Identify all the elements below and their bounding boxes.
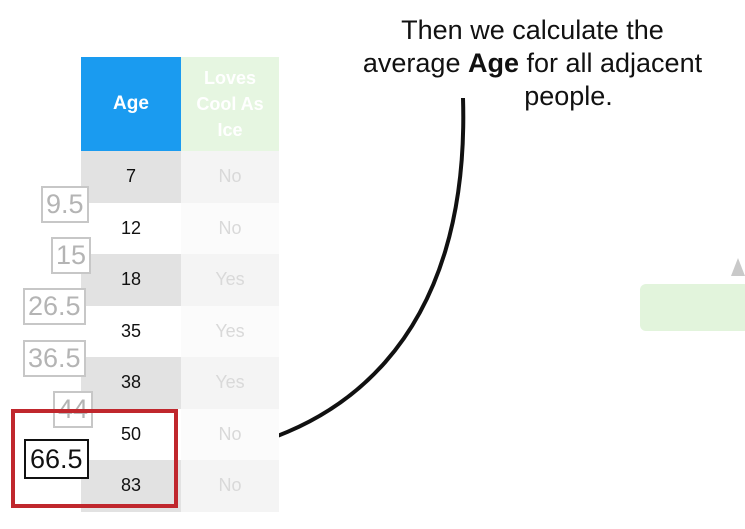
highlighted-average: 66.5 bbox=[24, 439, 89, 479]
header-loves-line-3: Ice bbox=[217, 120, 243, 140]
average-value: 9.5 bbox=[41, 186, 89, 223]
header-loves-line-1: Loves bbox=[203, 68, 257, 88]
age-cell: 18 bbox=[81, 254, 181, 306]
loves-cell: No bbox=[181, 151, 279, 203]
header-loves-line-2: Cool As bbox=[196, 94, 264, 114]
table-row: 18 Yes bbox=[81, 254, 279, 306]
highlight-box bbox=[11, 409, 178, 508]
table-row: 12 No bbox=[81, 202, 279, 254]
caption-line-3: people. bbox=[524, 81, 613, 111]
age-cell: 38 bbox=[81, 357, 181, 409]
caption-bold-age: Age bbox=[467, 48, 519, 78]
average-value: 26.5 bbox=[23, 288, 86, 325]
arrow-tip-partial bbox=[731, 258, 745, 276]
column-header-age: Age bbox=[81, 57, 181, 151]
table-row: 7 No bbox=[81, 151, 279, 203]
caption-line-2-post: for all adjacent bbox=[518, 48, 703, 78]
loves-cell: No bbox=[181, 202, 279, 254]
caption-line-1: Then we calculate the bbox=[401, 15, 664, 45]
column-header-loves-cool-as-ice: Loves Cool As Ice bbox=[181, 57, 279, 151]
average-value: 15 bbox=[51, 237, 92, 274]
age-cell: 12 bbox=[81, 202, 181, 254]
loves-cell: Yes bbox=[181, 357, 279, 409]
table-row: 38 Yes bbox=[81, 357, 279, 409]
loves-cell: No bbox=[181, 408, 279, 460]
loves-cell: No bbox=[181, 460, 279, 512]
average-value: 36.5 bbox=[23, 340, 86, 377]
loves-cell: Yes bbox=[181, 305, 279, 357]
age-cell: 7 bbox=[81, 151, 181, 203]
table-row: 83 No bbox=[81, 460, 279, 512]
table-row: 50 No bbox=[81, 408, 279, 460]
caption-line-2: average Age for all adjacent bbox=[320, 47, 745, 80]
caption-line-2-pre: average bbox=[362, 48, 468, 78]
table-row: 35 Yes bbox=[81, 305, 279, 357]
age-cell: 35 bbox=[81, 305, 181, 357]
caption-text: Then we calculate the average Age for al… bbox=[320, 14, 745, 113]
green-node-partial bbox=[640, 284, 745, 331]
age-cell: 50 bbox=[81, 408, 181, 460]
age-cell: 83 bbox=[81, 460, 181, 512]
loves-cell: Yes bbox=[181, 254, 279, 306]
